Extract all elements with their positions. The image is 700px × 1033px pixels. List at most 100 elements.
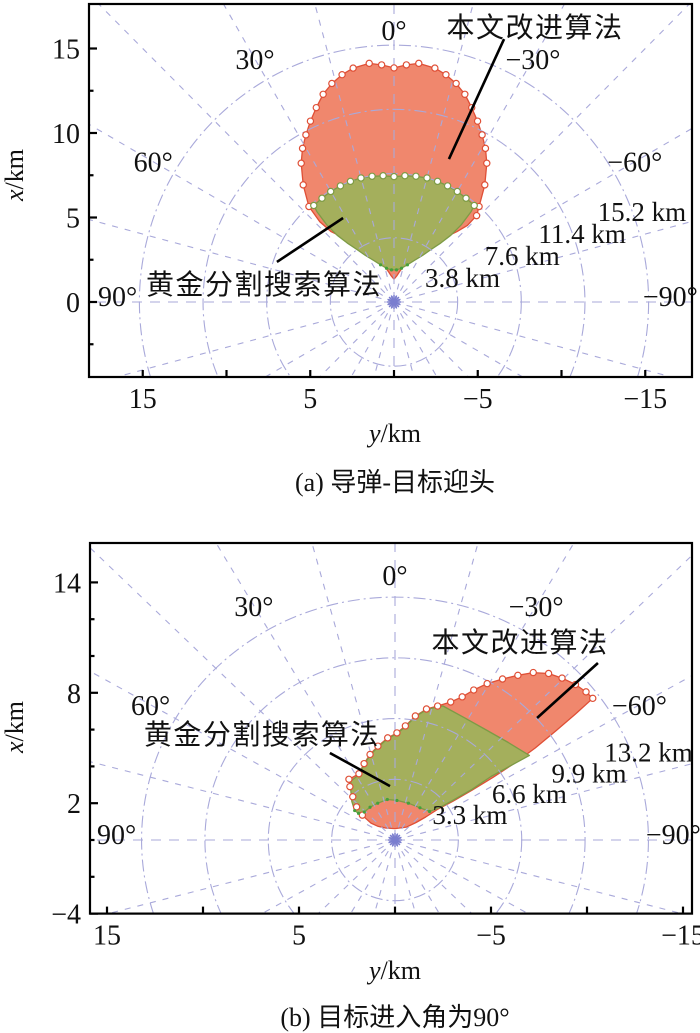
scallop-dot [418, 806, 422, 810]
ring-radius-label: 13.2 km [604, 738, 693, 768]
boundary-marker [470, 686, 478, 694]
boundary-marker [411, 712, 420, 720]
angle-label: 0° [382, 561, 407, 592]
boundary-marker [355, 770, 363, 778]
boundary-marker [415, 59, 423, 68]
ring-radius-label: 7.6 km [485, 241, 560, 271]
angle-label: −90° [646, 820, 700, 851]
boundary-marker [298, 144, 307, 153]
boundary-marker [345, 775, 353, 783]
boundary-marker [483, 159, 491, 167]
boundary-marker [470, 201, 478, 210]
boundary-marker [319, 90, 327, 98]
scallop-dot [399, 266, 404, 270]
axes-box [87, 2, 694, 379]
boundary-marker [582, 688, 590, 696]
chart-a-caption: (a) 导弹-目标迎头 [294, 468, 495, 497]
vertical-tick-label: 10 [52, 119, 80, 150]
scallop-dot [394, 268, 399, 272]
scallop-dot [405, 263, 409, 267]
vertical-tick-label: 8 [67, 679, 81, 710]
scallop-dot [427, 809, 432, 814]
chart-a-canvas: 15 5 −5 −15 15 10 5 0 0° 30° 60° 90° −30° −60° −90° 3.8… [52, 2, 698, 415]
boundary-marker [390, 172, 398, 181]
annotation-leader-line [329, 751, 391, 788]
boundary-marker [472, 211, 481, 220]
boundary-marker [453, 187, 462, 196]
boundary-marker [558, 674, 566, 682]
chart-b-canvas: 15 5 −5 −15 14 8 2 −4 0° 30° 60° 90° −30° −60° −90° 3.3… [51, 541, 700, 952]
boundary-marker [349, 793, 357, 801]
ring-radius-label: 3.8 km [425, 263, 500, 293]
ring-radius-label: 11.4 km [538, 219, 626, 249]
angle-label: −60° [612, 691, 667, 722]
angle-label: −90° [643, 282, 698, 313]
boundary-marker [462, 194, 470, 202]
horizontal-tick-label: −5 [463, 384, 493, 415]
boundary-marker [393, 729, 401, 737]
boundary-marker [365, 59, 373, 68]
boundary-marker [446, 698, 455, 706]
angle-label: 30° [235, 45, 274, 76]
annotation-leader-line [447, 38, 506, 160]
boundary-marker [384, 734, 392, 742]
angle-label: 30° [234, 592, 273, 623]
boundary-marker [297, 159, 305, 167]
angle-label: 60° [131, 691, 170, 722]
angle-label: 0° [381, 16, 406, 47]
boundary-marker [352, 803, 361, 811]
boundary-marker [481, 181, 489, 189]
boundary-marker [483, 679, 491, 688]
scallop-dot [356, 811, 361, 815]
angle-label: −30° [509, 592, 564, 623]
boundary-marker [349, 64, 357, 72]
boundary-marker [401, 172, 409, 180]
boundary-marker [461, 90, 469, 98]
boundary-marker [529, 668, 537, 677]
boundary-marker [358, 811, 367, 819]
horizontal-tick-label: −15 [661, 921, 700, 952]
scallop-dot [385, 797, 389, 802]
boundary-marker [357, 174, 365, 182]
horizontal-tick-label: 15 [93, 921, 121, 952]
boundary-marker [422, 705, 431, 713]
boundary-marker [481, 144, 490, 153]
boundary-marker [442, 70, 450, 79]
scallop-dot [406, 801, 411, 805]
boundary-marker [338, 70, 346, 79]
annotation-label: 黄金分割搜索算法 [146, 269, 382, 301]
scallop-dot [389, 268, 394, 272]
ring-radius-label: 3.3 km [432, 800, 507, 830]
horizontal-tick-label: 15 [129, 384, 157, 415]
angle-label: −60° [607, 148, 662, 179]
boundary-marker [412, 172, 420, 180]
boundary-marker [366, 750, 374, 759]
angle-label: 90° [98, 282, 137, 313]
boundary-marker [346, 177, 355, 186]
boundary-marker [544, 669, 553, 678]
boundary-marker [443, 182, 452, 190]
axes-box [88, 541, 694, 915]
scallop-dot [353, 808, 357, 813]
boundary-marker [514, 671, 522, 680]
horizontal-tick-label: 5 [303, 384, 317, 415]
vertical-tick-label: −4 [51, 900, 81, 931]
boundary-marker [458, 693, 466, 701]
scallop-dot [362, 810, 366, 814]
boundary-marker [431, 64, 439, 72]
angle-label: 90° [97, 820, 136, 851]
ring-radius-label: 15.2 km [598, 197, 687, 227]
origin-star-marker [387, 295, 401, 309]
boundary-marker [302, 131, 310, 139]
boundary-marker [423, 174, 431, 182]
ring-radius-label: 6.6 km [492, 779, 567, 809]
annotation-leader-line [276, 216, 344, 264]
boundary-marker [589, 694, 597, 703]
boundary-marker [452, 79, 460, 88]
boundary-marker [473, 117, 482, 125]
scallop-dot [376, 801, 380, 805]
scallop-dot [368, 805, 372, 809]
vertical-tick-label: 5 [66, 204, 80, 235]
scallop-dot [379, 263, 383, 267]
boundary-marker [390, 64, 398, 72]
